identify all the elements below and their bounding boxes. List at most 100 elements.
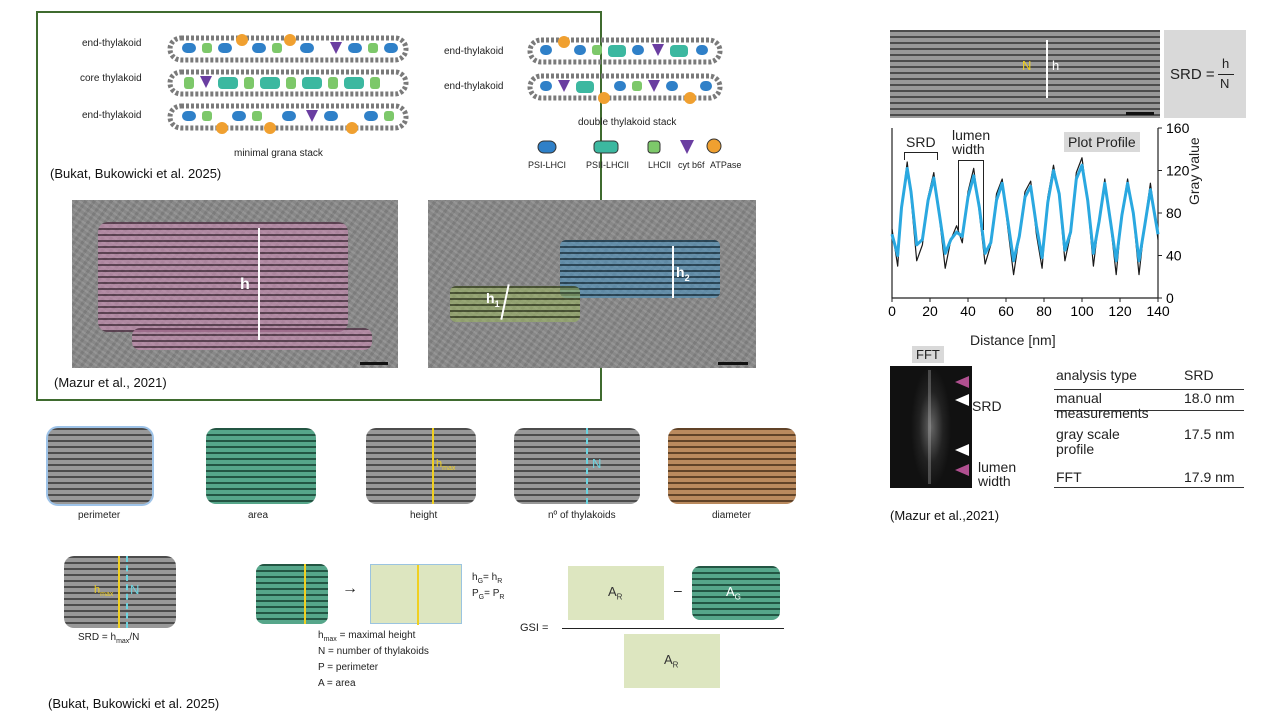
y-tick-label: 120	[1166, 163, 1190, 179]
param-height-label: height	[410, 510, 438, 521]
scale-bar-2	[718, 362, 748, 365]
param-thylakoids-image: N	[514, 428, 640, 504]
grana-overlay-olive	[450, 286, 580, 322]
double-stack-membranes	[527, 37, 723, 101]
hmax-line	[432, 428, 434, 504]
y-tick-label: 0	[1166, 290, 1174, 306]
tem-scale-bar	[1126, 112, 1154, 115]
tem-n-label: N	[1022, 58, 1032, 73]
legend-cyt-b6f: cyt b6f	[678, 160, 705, 170]
gsi-fraction-line	[562, 628, 784, 629]
double-thylakoid-stack-diagram	[527, 36, 723, 104]
table-row-2-type-2: gray scale profile	[1056, 426, 1120, 457]
gsi-ar-denominator-box: AR	[624, 634, 720, 688]
minimal-grana-stack-caption: minimal grana stack	[234, 148, 323, 159]
chart-series	[890, 157, 1160, 276]
chart-ylabel: Gray value	[1186, 137, 1202, 205]
fft-arrow-white-bottom	[955, 444, 969, 456]
plot-profile-label: Plot Profile	[1064, 132, 1140, 152]
gsi-label: GSI =	[520, 622, 549, 634]
height-label: h	[240, 276, 250, 293]
height-line	[258, 228, 260, 340]
label-end-thylakoid-top: end-thylakoid	[82, 38, 142, 49]
gsi-def-n: N = number of thylakoids	[318, 646, 429, 657]
minimal-grana-stack-diagram	[167, 34, 409, 134]
grana-overlay-magenta	[98, 222, 348, 332]
citation-mazur-left: (Mazur et al., 2021)	[54, 375, 167, 390]
x-tick-label: 120	[1108, 303, 1132, 319]
srd-eq-lhs: SRD =	[1170, 66, 1215, 83]
table-row-1-value: 18.0 nm	[1184, 390, 1235, 406]
y-tick-label: 160	[1166, 120, 1190, 136]
param-area-image	[206, 428, 316, 504]
gsi-pg-eq: PG= PR	[472, 588, 505, 601]
srd-equation-box: SRD = h N	[1164, 30, 1246, 118]
param-perimeter-image	[48, 428, 152, 504]
tem-h-line	[1046, 40, 1048, 98]
fft-arrow-magenta-top	[955, 376, 969, 388]
srd-formula-caption: SRD = hmax/N	[78, 632, 140, 645]
x-tick-label: 60	[998, 303, 1014, 319]
h2-line	[672, 246, 674, 298]
lumen-bracket	[958, 160, 984, 230]
x-tick-label: 0	[888, 303, 896, 319]
label-end-thylakoid-right-top: end-thylakoid	[444, 46, 504, 57]
fft-lumen-label: lumen width	[978, 459, 1017, 489]
table-header-srd: SRD	[1184, 367, 1214, 383]
complex-legend-glyphs	[537, 138, 722, 154]
legend-lhcii: LHCII	[648, 160, 672, 170]
double-thylakoid-stack-caption: double thylakoid stack	[578, 117, 677, 128]
srd-eq-num: h	[1222, 56, 1230, 71]
fft-arrow-white-top	[955, 394, 969, 406]
fft-image	[890, 366, 972, 488]
param-thylakoids-label: nº of thylakoids	[548, 510, 616, 521]
srd-annotation: SRD	[906, 134, 936, 150]
srd-n-line	[126, 556, 128, 628]
gsi-ag-image: AG	[692, 566, 780, 620]
lumen-width-annotation: lumen width	[952, 127, 991, 157]
psii-lhcii-icon	[593, 140, 619, 154]
protein-complexes	[182, 34, 398, 134]
label-core-thylakoid: core thylakoid	[80, 73, 142, 84]
gsi-grana-image	[256, 564, 328, 624]
tem-micrograph-grana: h	[72, 200, 398, 368]
x-tick-label: 140	[1146, 303, 1170, 319]
table-header-type: analysis type	[1056, 367, 1137, 383]
arrow-icon: →	[342, 580, 358, 597]
fft-srd-label: SRD	[972, 398, 1002, 414]
param-diameter-label: diameter	[712, 510, 751, 521]
gsi-ar-box: AR	[568, 566, 664, 620]
citation-bukat-top: (Bukat, Bukowicki et al. 2025)	[50, 166, 222, 181]
tem-srd-image: N h	[890, 30, 1160, 118]
param-height-image: hmax	[366, 428, 476, 504]
srd-hmax-label: hmax	[94, 584, 114, 599]
fft-label: FFT	[912, 346, 944, 363]
lhcii-icon	[647, 140, 661, 154]
table-row-3-value: 17.9 nm	[1184, 469, 1235, 485]
series-smoothed-blue-line	[890, 163, 1160, 263]
gsi-hg-eq: hG= hR	[472, 572, 503, 585]
tem-micrograph-stacks: h2 h1	[428, 200, 756, 368]
gsi-def-hmax: hmax = maximal height	[318, 630, 416, 643]
citation-mazur-right: (Mazur et al.,2021)	[890, 508, 1000, 523]
x-tick-label: 20	[922, 303, 938, 319]
h1-label: h1	[486, 290, 500, 309]
fft-arrow-magenta-bottom	[955, 464, 969, 476]
table-row-2-value: 17.5 nm	[1184, 426, 1235, 442]
gsi-reference-rectangle	[370, 564, 462, 625]
srd-n-label: N	[130, 582, 140, 597]
srd-hmax-line	[118, 556, 120, 628]
gsi-ref-height-line	[417, 565, 419, 625]
grana-overlay-blue	[560, 240, 720, 298]
gsi-ar2-label: AR	[664, 652, 679, 670]
y-tick-label: 80	[1166, 205, 1182, 221]
param-diameter-image	[668, 428, 796, 504]
x-tick-label: 100	[1070, 303, 1094, 319]
param-area-label: area	[248, 510, 269, 521]
cyt-b6f-icon	[680, 140, 694, 154]
n-label: N	[592, 456, 602, 471]
gsi-def-p: P = perimeter	[318, 662, 379, 673]
grana-overlay-magenta-lower	[132, 328, 372, 350]
